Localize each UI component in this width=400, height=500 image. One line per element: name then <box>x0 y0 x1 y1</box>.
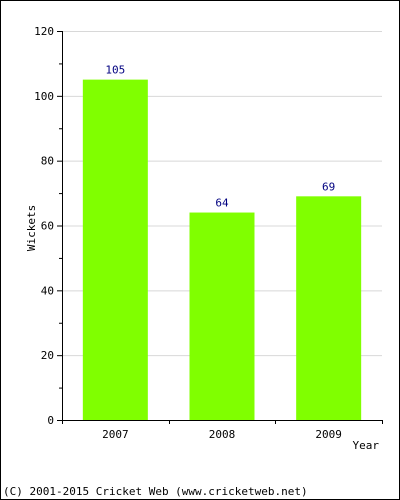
y-tick-label: 120 <box>34 25 54 38</box>
x-tick-labels: 2007 2008 2009 <box>102 428 342 441</box>
y-tick-labels: 0 20 40 60 80 100 120 <box>34 25 54 427</box>
y-axis-label: Wickets <box>25 205 38 251</box>
copyright-footer: (C) 2001-2015 Cricket Web (www.cricketwe… <box>3 485 308 498</box>
bar <box>296 196 362 420</box>
bar <box>189 212 255 420</box>
y-tick-label: 80 <box>41 155 54 168</box>
y-tick-label: 100 <box>34 90 54 103</box>
bars-group <box>82 79 362 420</box>
y-tick-label: 20 <box>41 349 54 362</box>
x-tick-label: 2008 <box>209 428 236 441</box>
y-tick-label: 40 <box>41 284 54 297</box>
y-tick-label: 0 <box>47 414 54 427</box>
bar <box>82 79 148 420</box>
data-labels: 105 64 69 <box>105 64 335 210</box>
y-tick-label: 60 <box>41 220 54 233</box>
data-label: 69 <box>322 180 335 193</box>
data-label: 64 <box>215 197 229 210</box>
x-tick-label: 2007 <box>102 428 129 441</box>
x-tick-label: 2009 <box>315 428 342 441</box>
x-axis-label: Year <box>353 439 380 452</box>
axes-group <box>57 31 383 424</box>
data-label: 105 <box>105 64 125 77</box>
